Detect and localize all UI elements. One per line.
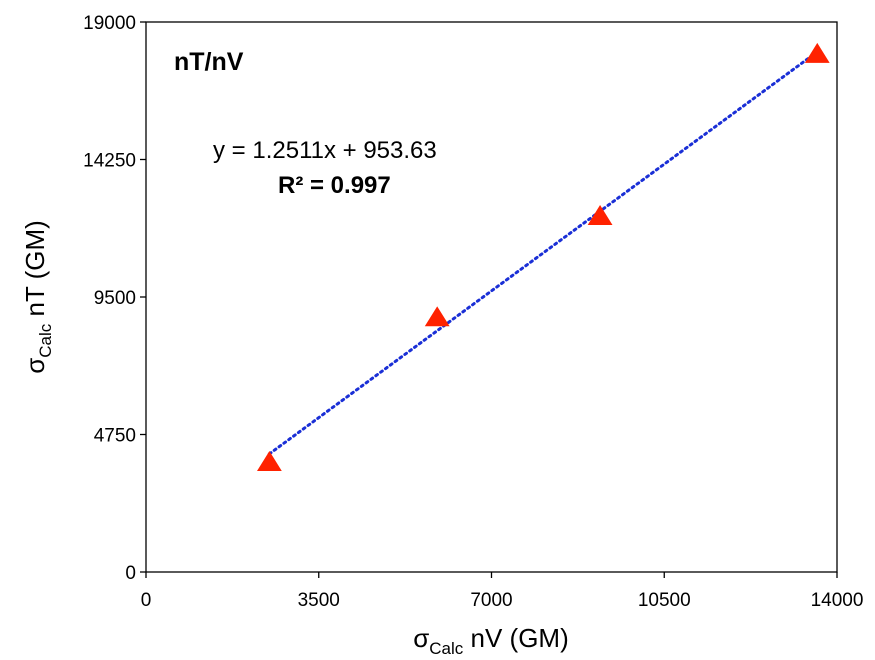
y-axis-title-sigma: σ bbox=[20, 358, 50, 374]
x-tick-label: 7000 bbox=[470, 590, 512, 611]
y-tick-label: 14250 bbox=[83, 151, 136, 172]
trendline bbox=[267, 50, 819, 456]
y-tick-label: 19000 bbox=[83, 13, 136, 34]
x-tick-label: 10500 bbox=[638, 590, 691, 611]
x-axis-title-subscript: Calc bbox=[429, 639, 464, 658]
y-tick-label: 4750 bbox=[94, 426, 136, 447]
data-point-triangle bbox=[256, 451, 282, 471]
y-axis-title: σCalc nT (GM) bbox=[20, 220, 55, 374]
data-points-layer bbox=[256, 42, 830, 471]
y-axis-title-subscript: Calc bbox=[36, 323, 55, 358]
x-axis-title: σCalc nV (GM) bbox=[413, 623, 569, 658]
trendline-layer bbox=[267, 50, 819, 456]
data-point-triangle bbox=[804, 42, 830, 63]
y-axis-ticks: 0 4750 9500 14250 19000 bbox=[83, 13, 146, 584]
data-point-triangle bbox=[587, 205, 613, 225]
x-axis-title-text: nV (GM) bbox=[463, 623, 568, 653]
y-tick-label: 0 bbox=[125, 563, 136, 584]
x-tick-label: 3500 bbox=[298, 590, 340, 611]
x-axis-title-sigma: σ bbox=[413, 623, 429, 653]
y-tick-label: 9500 bbox=[94, 288, 136, 309]
plot-area-frame bbox=[145, 21, 838, 573]
y-axis-title-text: nT (GM) bbox=[20, 220, 50, 324]
data-point-triangle bbox=[424, 306, 450, 327]
trendline-equation: y = 1.2511x + 953.63 bbox=[213, 137, 437, 164]
x-tick-label: 14000 bbox=[811, 590, 864, 611]
r-squared-label: R² = 0.997 bbox=[278, 172, 391, 199]
x-tick-label: 0 bbox=[141, 590, 152, 611]
x-axis-ticks: 0 3500 7000 10500 14000 bbox=[141, 572, 864, 611]
panel-label: nT/nV bbox=[174, 48, 244, 76]
